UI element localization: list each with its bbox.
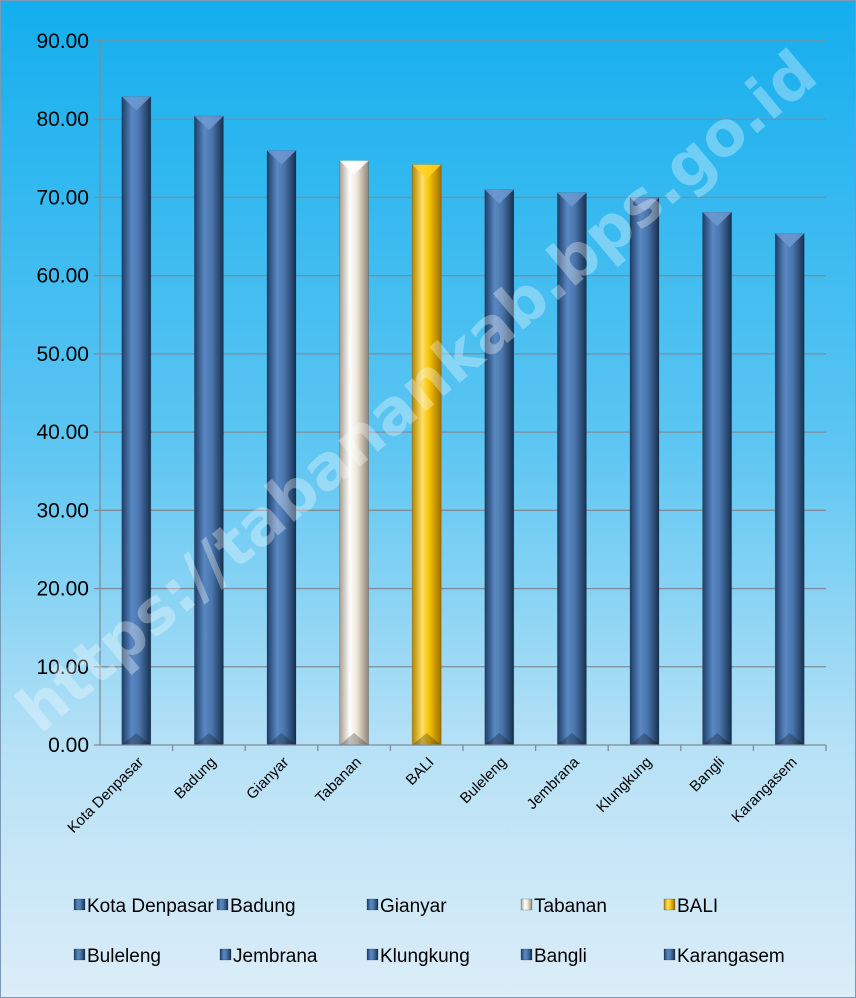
bar-gianyar	[266, 150, 297, 746]
legend-item: Buleleng	[73, 946, 161, 967]
legend-item: Klungkung	[366, 946, 470, 967]
bar-bevel-top	[630, 197, 659, 212]
legend-item: Kota Denpasar	[73, 896, 214, 917]
bar-badung	[194, 115, 224, 746]
y-tick-label: 50.00	[36, 343, 89, 366]
bar-karangasem	[774, 233, 805, 746]
bar-bevel-bottom	[630, 733, 659, 745]
legend-swatch	[73, 948, 86, 961]
legend-item: Karangasem	[663, 946, 785, 967]
legend-swatch	[219, 948, 232, 961]
y-tick-label: 10.00	[36, 656, 89, 679]
legend-swatch	[73, 898, 86, 911]
bar	[629, 197, 660, 746]
bar-bevel-bottom	[339, 733, 369, 745]
bar-tabanan	[339, 160, 369, 746]
legend-label: Jembrana	[233, 946, 318, 967]
y-tick-label: 70.00	[36, 186, 89, 209]
bar	[411, 164, 442, 746]
bar-bevel-bottom	[775, 733, 805, 745]
bar-bevel-top	[484, 189, 514, 204]
legend-swatch	[663, 898, 676, 911]
legend-label: Bangli	[534, 946, 587, 967]
y-tick-label: 30.00	[36, 499, 89, 522]
bar-bevel-bottom	[194, 733, 224, 745]
bar-bevel-top	[702, 212, 732, 227]
bar-bevel-bottom	[267, 733, 296, 745]
bar-bevel-bottom	[121, 733, 151, 745]
bar-bevel-top	[267, 150, 296, 165]
bar-buleleng	[484, 189, 515, 746]
bar	[194, 115, 224, 746]
bar	[484, 189, 515, 746]
y-tick-label: 60.00	[36, 265, 89, 288]
axes	[94, 40, 827, 751]
bar-bevel-top	[557, 192, 587, 207]
legend-label: BALI	[677, 896, 718, 917]
y-tick-label: 0.00	[48, 734, 89, 757]
legend-item: Badung	[216, 896, 296, 917]
bar-bevel-bottom	[702, 733, 732, 745]
bar-bevel-top	[412, 164, 442, 179]
legend-item: Tabanan	[520, 896, 607, 917]
bar-bevel-top	[194, 116, 224, 131]
y-tick-label: 80.00	[36, 108, 89, 131]
legend-label: Buleleng	[87, 946, 161, 967]
legend-swatch	[366, 948, 379, 961]
bar-bevel-top	[775, 233, 805, 248]
bar-bevel-bottom	[557, 733, 587, 745]
legend-swatch	[520, 898, 533, 911]
legend-label: Badung	[230, 896, 296, 917]
legend: Kota Denpasar Badung Gianyar Tabanan BALI Bul…	[73, 896, 785, 967]
y-tick-label: 40.00	[36, 421, 89, 444]
y-tick-label: 90.00	[36, 30, 89, 53]
legend-label: Gianyar	[380, 896, 447, 917]
bar-klungkung	[629, 197, 660, 746]
legend-label: Kota Denpasar	[87, 896, 214, 917]
legend-swatch	[663, 948, 676, 961]
legend-item: BALI	[663, 896, 718, 917]
legend-item: Jembrana	[219, 946, 318, 967]
bar-bangli	[702, 212, 732, 746]
bar-bevel-top	[121, 96, 151, 111]
legend-swatch	[366, 898, 379, 911]
bar-bevel-bottom	[484, 733, 514, 745]
bar-bevel-bottom	[412, 733, 442, 745]
y-tick-label: 20.00	[36, 578, 89, 601]
legend-label: Tabanan	[534, 896, 607, 917]
bar	[774, 233, 805, 746]
bar	[702, 212, 732, 746]
bars	[121, 96, 805, 746]
legend-label: Karangasem	[677, 946, 785, 967]
bar-bevel-top	[339, 160, 369, 175]
legend-item: Gianyar	[366, 896, 447, 917]
bar-jembrana	[557, 192, 587, 746]
bar-bali	[411, 164, 442, 746]
legend-label: Klungkung	[380, 946, 470, 967]
legend-swatch	[520, 948, 533, 961]
bar	[557, 192, 587, 746]
legend-swatch	[216, 898, 229, 911]
legend-item: Bangli	[520, 946, 587, 967]
